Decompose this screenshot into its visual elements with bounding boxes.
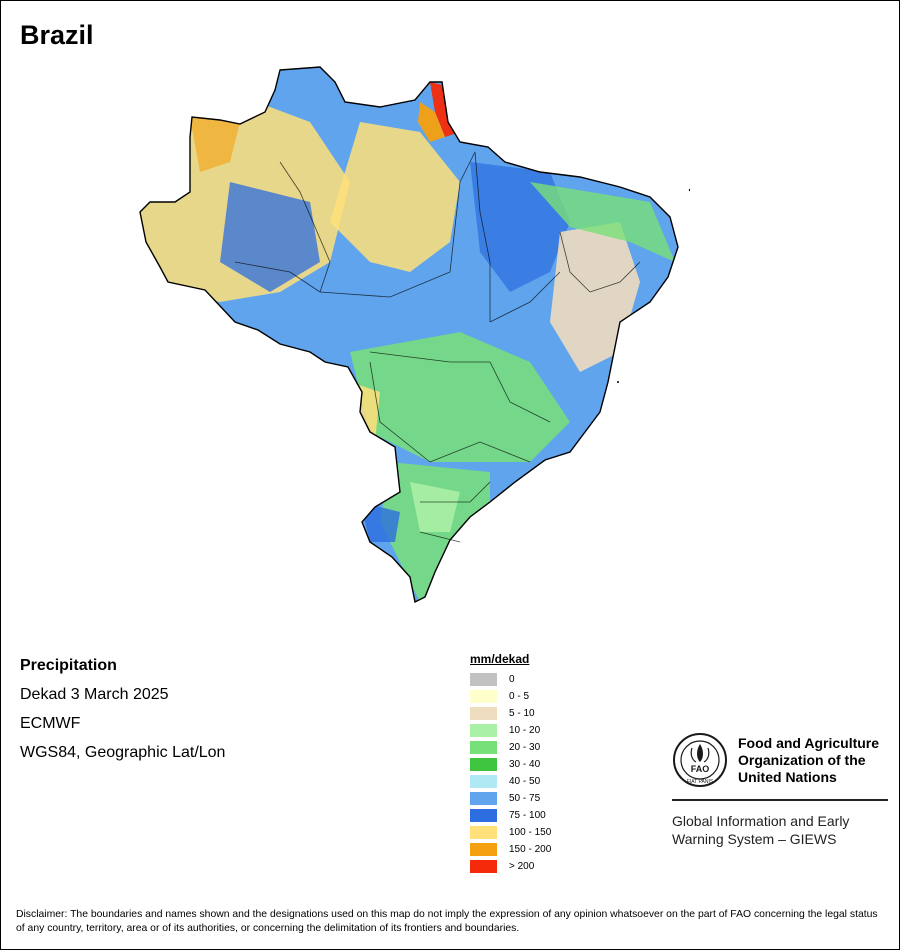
- legend-item: 5 - 10: [470, 705, 551, 722]
- legend-label: 10 - 20: [509, 725, 541, 736]
- legend-item: 30 - 40: [470, 756, 551, 773]
- legend-item: 0 - 5: [470, 688, 551, 705]
- legend-swatch: [470, 690, 497, 703]
- precip-zone-west-wet: [350, 382, 380, 442]
- legend-item: 50 - 75: [470, 790, 551, 807]
- legend-label: > 200: [509, 861, 535, 872]
- precip-zone-amazon-heavy: [220, 182, 320, 292]
- legend-item: 20 - 30: [470, 739, 551, 756]
- legend-item: 75 - 100: [470, 807, 551, 824]
- precip-zone-north-orange: [190, 117, 240, 172]
- legend-swatch: [470, 843, 497, 856]
- legend-item: > 200: [470, 858, 551, 875]
- giews-line-2: Warning System – GIEWS: [672, 831, 837, 847]
- legend-item: 150 - 200: [470, 841, 551, 858]
- legend-label: 30 - 40: [509, 759, 541, 770]
- precip-zone-center-wet: [330, 122, 460, 272]
- fao-name-line-1: Food and Agriculture: [738, 734, 880, 751]
- legend-label: 5 - 10: [509, 708, 535, 719]
- legend-swatch: [470, 860, 497, 873]
- legend-item: 10 - 20: [470, 722, 551, 739]
- legend-label: 0 - 5: [509, 691, 530, 702]
- legend-swatch: [470, 826, 497, 839]
- fao-block: FAO FIAT PANIS Food and Agriculture Orga…: [672, 732, 888, 848]
- precip-zone-south-light: [410, 482, 460, 532]
- legend-swatch: [470, 707, 497, 720]
- legend-label: 40 - 50: [509, 776, 541, 787]
- legend-label: 75 - 100: [509, 810, 546, 821]
- legend-swatch: [470, 758, 497, 771]
- fao-divider: [672, 799, 888, 801]
- fao-logo-icon: FAO FIAT PANIS: [673, 733, 727, 787]
- fao-name: Food and Agriculture Organization of the…: [738, 735, 879, 786]
- precip-zone-central-green: [350, 332, 570, 462]
- giews-line-1: Global Information and Early: [672, 813, 850, 829]
- legend-rows: 0 0 - 5 5 - 10 10 - 20 20 - 30 30 - 40 40 - 50…: [470, 671, 551, 875]
- legend-label: 150 - 200: [509, 844, 552, 855]
- projection-label: WGS84, Geographic Lat/Lon: [20, 744, 226, 761]
- fao-logo-text: FAO: [691, 764, 710, 774]
- period-label: Dekad 3 March 2025: [20, 686, 169, 703]
- legend-label: 50 - 75: [509, 793, 541, 804]
- giews-label: Global Information and Early Warning Sys…: [672, 812, 888, 848]
- legend-label: 0: [509, 674, 515, 685]
- precipitation-map: [139, 66, 690, 603]
- legend-swatch: [470, 741, 497, 754]
- precip-zone-amapa-high: [418, 102, 445, 142]
- source-label: ECMWF: [20, 715, 81, 732]
- legend-swatch: [470, 792, 497, 805]
- legend-swatch: [470, 724, 497, 737]
- precipitation-grid: [140, 67, 678, 602]
- fao-name-line-3: United Nations: [738, 768, 837, 785]
- fao-name-line-2: Organization of the: [738, 751, 866, 768]
- coastal-islands: [617, 188, 690, 383]
- map-area: [130, 62, 690, 610]
- variable-label: Precipitation: [20, 657, 117, 674]
- legend-item: 100 - 150: [470, 824, 551, 841]
- precip-zone-northeast-fringe: [530, 182, 675, 262]
- state-boundaries: [234, 151, 641, 543]
- fao-logo-ring-text: FIAT PANIS: [687, 779, 714, 785]
- legend: mm/dekad 0 0 - 5 5 - 10 10 - 20 20 - 30 30 - …: [470, 652, 551, 875]
- legend-label: 20 - 30: [509, 742, 541, 753]
- legend-item: 40 - 50: [470, 773, 551, 790]
- legend-swatch: [470, 673, 497, 686]
- legend-swatch: [470, 775, 497, 788]
- legend-title: mm/dekad: [470, 652, 530, 666]
- map-title: Brazil: [20, 20, 94, 50]
- map-info: Precipitation Dekad 3 March 2025 ECMWF W…: [20, 656, 225, 772]
- legend-swatch: [470, 809, 497, 822]
- legend-item: 0: [470, 671, 551, 688]
- legend-label: 100 - 150: [509, 827, 552, 838]
- disclaimer: Disclaimer: The boundaries and names sho…: [16, 909, 878, 934]
